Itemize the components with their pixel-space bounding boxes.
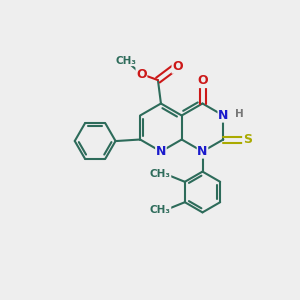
Text: H: H [235, 109, 243, 119]
Text: N: N [197, 145, 208, 158]
Text: N: N [156, 145, 166, 158]
Text: O: O [136, 68, 147, 81]
Text: O: O [197, 74, 208, 88]
Text: CH₃: CH₃ [115, 56, 136, 66]
Text: O: O [172, 60, 183, 73]
Text: CH₃: CH₃ [150, 205, 171, 215]
Text: CH₃: CH₃ [150, 169, 171, 179]
Text: S: S [243, 133, 252, 146]
Text: N: N [218, 109, 229, 122]
